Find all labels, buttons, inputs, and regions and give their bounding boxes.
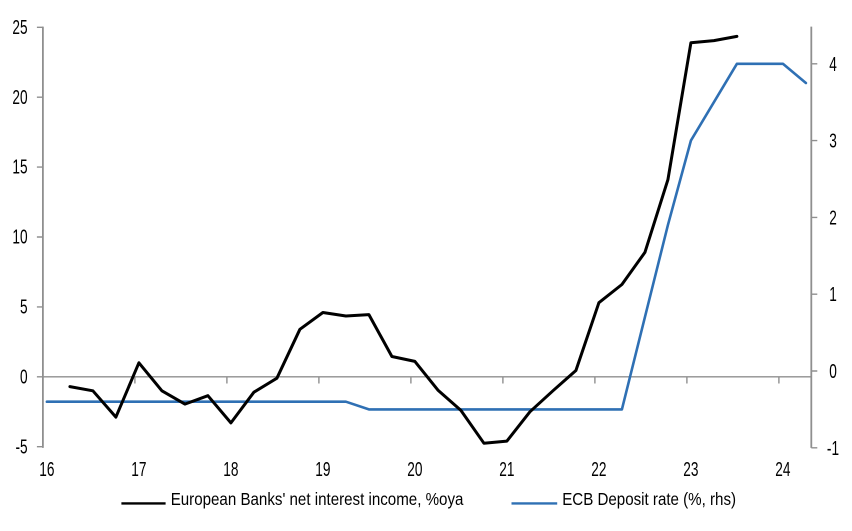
svg-text:ECB Deposit rate (%, rhs): ECB Deposit rate (%, rhs) [562,490,736,509]
svg-text:-5: -5 [15,434,27,458]
svg-text:21: 21 [499,457,514,481]
svg-text:4: 4 [829,52,837,76]
svg-text:2: 2 [829,206,837,230]
svg-text:25: 25 [12,15,27,39]
svg-text:18: 18 [223,457,238,481]
svg-text:19: 19 [315,457,330,481]
svg-text:European Banks' net interest i: European Banks' net interest income, %oy… [171,490,464,509]
svg-text:1: 1 [829,282,837,306]
svg-text:20: 20 [12,85,27,109]
svg-text:17: 17 [131,457,146,481]
svg-text:-1: -1 [827,436,839,460]
svg-text:5: 5 [20,295,28,319]
svg-text:23: 23 [683,457,698,481]
svg-text:3: 3 [829,129,837,153]
svg-text:15: 15 [12,155,27,179]
svg-text:0: 0 [829,359,837,383]
svg-text:22: 22 [591,457,606,481]
svg-text:16: 16 [39,457,54,481]
svg-text:10: 10 [12,225,27,249]
svg-text:0: 0 [20,365,28,389]
svg-text:24: 24 [775,457,790,481]
svg-text:20: 20 [407,457,422,481]
